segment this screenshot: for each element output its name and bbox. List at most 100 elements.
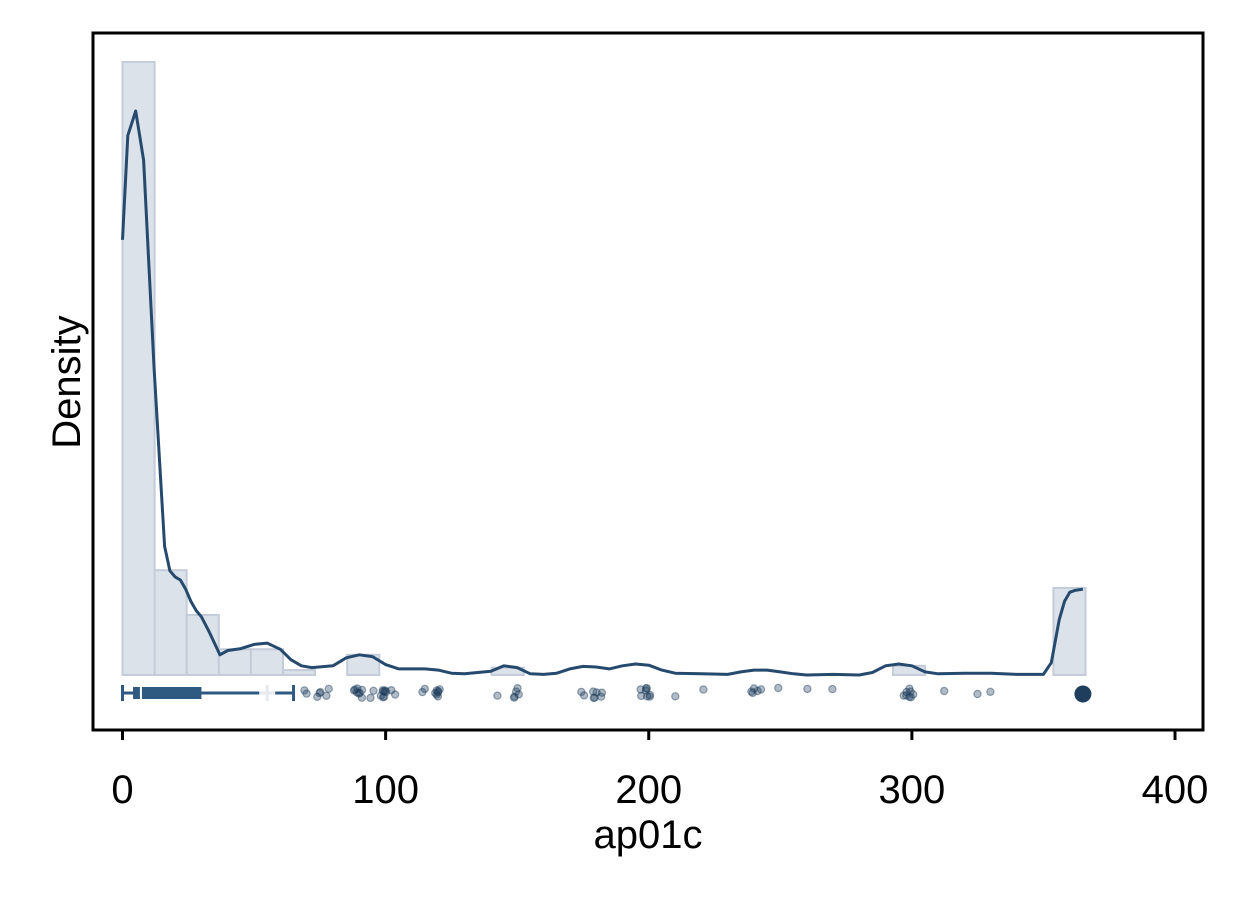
outlier-point bbox=[774, 683, 783, 693]
outlier-point bbox=[577, 687, 586, 697]
outlier-point bbox=[315, 688, 324, 698]
outlier-point bbox=[316, 687, 325, 697]
outlier-point bbox=[322, 691, 331, 701]
density-curve bbox=[121, 109, 1084, 677]
outlier-point bbox=[510, 692, 519, 701]
outlier-point bbox=[378, 693, 388, 702]
histogram-bar bbox=[185, 613, 220, 677]
outlier-point bbox=[433, 692, 443, 701]
outlier-point bbox=[509, 693, 519, 702]
outlier-point bbox=[511, 687, 521, 696]
outlier-point bbox=[355, 688, 364, 698]
outlier-point bbox=[906, 693, 916, 702]
outlier-point bbox=[382, 687, 391, 697]
y-axis-title: Density bbox=[45, 315, 89, 448]
outlier-point bbox=[513, 684, 522, 693]
outlier-point bbox=[906, 687, 915, 696]
outlier-point bbox=[300, 686, 309, 695]
outlier-point bbox=[514, 690, 523, 699]
outlier-point bbox=[642, 684, 651, 693]
box-iqr bbox=[133, 687, 202, 699]
x-tick-label: 400 bbox=[1142, 768, 1209, 812]
outlier-point bbox=[671, 692, 680, 701]
outlier-point bbox=[387, 686, 396, 695]
outlier-point bbox=[420, 684, 429, 694]
outlier-point bbox=[645, 690, 655, 700]
outlier-point bbox=[753, 686, 762, 696]
outlier-point bbox=[641, 686, 651, 695]
outlier-point bbox=[747, 687, 756, 696]
density-curve-layer bbox=[121, 109, 1084, 677]
outlier-point bbox=[435, 685, 444, 694]
outlier-point bbox=[645, 692, 654, 701]
outlier-points bbox=[300, 683, 1092, 703]
outlier-point bbox=[357, 693, 367, 702]
outlier-point bbox=[353, 684, 362, 693]
histogram-bar bbox=[249, 648, 285, 677]
outlier-point bbox=[589, 687, 598, 696]
outlier-point bbox=[379, 692, 389, 702]
outlier-point bbox=[313, 692, 322, 702]
outlier-point bbox=[590, 693, 599, 702]
outlier-point bbox=[756, 685, 766, 694]
outlier-point bbox=[902, 691, 911, 700]
outlier-point bbox=[379, 687, 388, 696]
outlier-point bbox=[973, 689, 982, 699]
outlier-point bbox=[349, 686, 359, 695]
x-axis-title: ap01c bbox=[594, 813, 703, 857]
outlier-point bbox=[803, 684, 812, 694]
plot-frame bbox=[91, 31, 1205, 732]
outlier-point bbox=[432, 686, 441, 695]
outlier-point bbox=[434, 687, 443, 696]
outlier-point bbox=[390, 690, 400, 699]
outlier-point bbox=[986, 687, 995, 697]
outlier-point bbox=[596, 692, 606, 701]
outlier-point bbox=[352, 688, 362, 697]
x-tick-label: 0 bbox=[111, 768, 133, 812]
outlier-point bbox=[369, 686, 378, 696]
outlier-point bbox=[902, 687, 911, 697]
outlier-point bbox=[1074, 685, 1092, 703]
box-plot bbox=[121, 685, 296, 701]
outlier-point bbox=[324, 684, 333, 694]
x-tick-label: 100 bbox=[352, 768, 419, 812]
outlier-point bbox=[418, 687, 427, 697]
outlier-point bbox=[589, 693, 598, 703]
outlier-point bbox=[642, 692, 652, 701]
histogram-bars bbox=[121, 61, 1087, 677]
outlier-point bbox=[699, 685, 708, 694]
outlier-point bbox=[432, 690, 441, 699]
outlier-point bbox=[302, 689, 311, 698]
outlier-point bbox=[431, 688, 440, 698]
histogram-bar bbox=[121, 61, 156, 676]
histogram-bar bbox=[282, 669, 317, 677]
x-tick-label: 200 bbox=[615, 768, 682, 812]
outlier-point bbox=[433, 688, 443, 697]
outlier-point bbox=[378, 686, 387, 695]
outlier-point bbox=[642, 684, 652, 693]
outlier-point bbox=[899, 691, 908, 700]
x-axis-ticks: 0 100 200 300 400 bbox=[111, 730, 1208, 812]
outlier-point bbox=[357, 685, 367, 695]
outlier-point bbox=[905, 684, 914, 693]
outlier-point bbox=[637, 691, 646, 701]
outlier-point bbox=[380, 687, 389, 696]
outlier-point bbox=[940, 686, 949, 696]
outlier-point bbox=[350, 685, 360, 694]
outlier-point bbox=[366, 693, 375, 703]
outlier-point bbox=[636, 685, 645, 694]
outlier-point bbox=[376, 691, 386, 700]
x-tick-label: 300 bbox=[879, 768, 946, 812]
outlier-point bbox=[493, 691, 502, 700]
outlier-point bbox=[597, 688, 607, 697]
histogram-bar bbox=[1052, 586, 1087, 676]
outlier-point bbox=[592, 688, 601, 697]
histogram-bar bbox=[153, 569, 188, 676]
outlier-point bbox=[354, 689, 363, 698]
outlier-point bbox=[749, 684, 759, 693]
outlier-point bbox=[579, 691, 589, 700]
outlier-point bbox=[828, 684, 837, 694]
outlier-point bbox=[905, 692, 914, 702]
outlier-point bbox=[909, 690, 918, 699]
